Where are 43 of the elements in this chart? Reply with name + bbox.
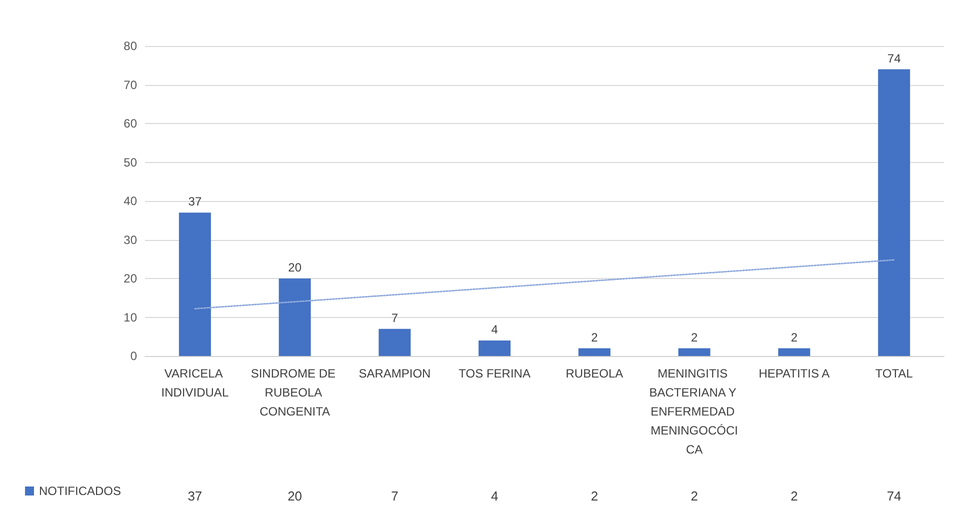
y-tick-label: 10 [124, 310, 138, 324]
text: 4 [491, 322, 498, 336]
x-tick-label: TOS FERINA [458, 366, 530, 380]
bar [178, 212, 211, 356]
bar [778, 348, 810, 356]
bar [578, 348, 610, 356]
y-tick-label: 30 [124, 232, 138, 247]
x-tick-label: VARICELA INDIVIDUAL [161, 366, 229, 400]
text: 7 [391, 310, 398, 325]
legend-label: NOTIFICADOS [39, 484, 122, 498]
data-label: 2 [690, 488, 698, 504]
text: 37 [188, 194, 202, 209]
y-tick-label: 50 [124, 155, 138, 170]
data-label: 37 [188, 488, 202, 504]
data-label: 74 [886, 488, 902, 504]
data-label: 2 [590, 488, 598, 504]
text: 20 [288, 260, 302, 274]
bar [278, 278, 311, 356]
bar [378, 328, 411, 356]
x-tick-label: TOTAL [875, 366, 914, 380]
x-tick-label: HEPATITIS A [758, 366, 830, 380]
text: 2 [790, 330, 798, 344]
data-label: 4 [490, 488, 498, 504]
data-label: 20 [288, 488, 302, 504]
bar [678, 348, 710, 356]
y-tick-label: 70 [124, 78, 138, 92]
data-label: 2 [790, 488, 798, 504]
bar [878, 69, 910, 356]
bar [478, 340, 511, 356]
data-label: 7 [391, 488, 398, 504]
y-tick-label: 60 [124, 116, 138, 130]
y-tick-label: 40 [124, 194, 138, 208]
text: 74 [887, 51, 901, 66]
x-tick-label: SINDROME DE RUBEOLA CONGENITA [250, 366, 339, 418]
y-tick-label: 80 [124, 39, 138, 53]
x-tick-label: RUBEOLA [566, 366, 624, 380]
text: 2 [591, 330, 598, 344]
line-series [194, 259, 895, 310]
x-tick-label: MENINGITIS BACTERIANA Y ENFERMEDAD MENINGOCÓCICA [649, 366, 740, 456]
y-tick-label: 0 [130, 349, 138, 363]
text: 2 [690, 330, 698, 344]
y-tick-label: 20 [124, 272, 138, 286]
x-tick-label: SARAMPION [358, 366, 431, 380]
